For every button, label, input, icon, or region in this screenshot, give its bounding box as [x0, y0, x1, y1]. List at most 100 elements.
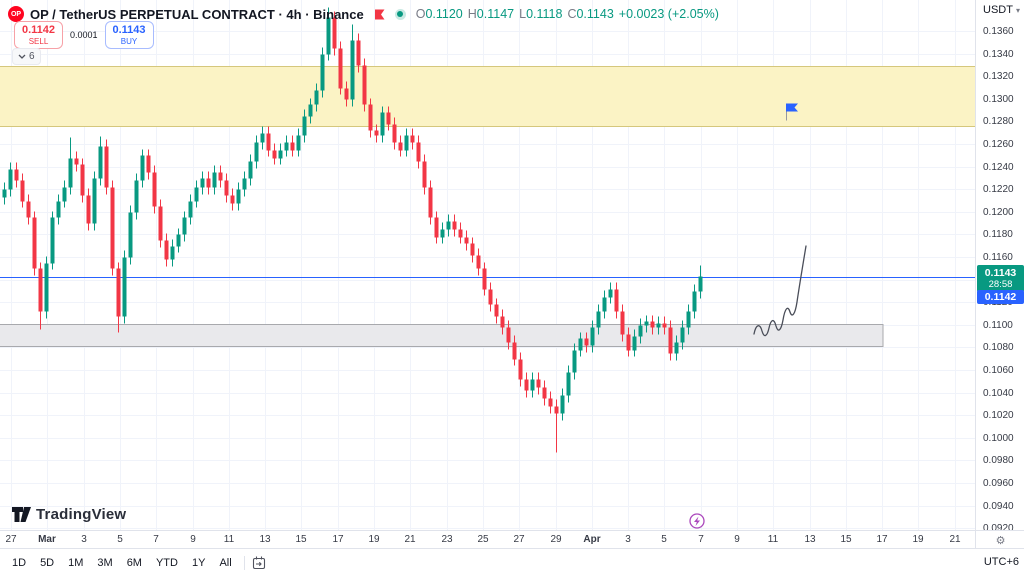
candle	[284, 142, 289, 151]
range-button-1m[interactable]: 1M	[68, 557, 84, 569]
candle	[362, 65, 367, 105]
candle	[404, 135, 409, 151]
data-connection-icon[interactable]	[394, 8, 406, 20]
candle	[302, 116, 307, 136]
object-tree-collapse-chip[interactable]: 6	[12, 48, 41, 65]
buy-button[interactable]: 0.1143 BUY	[104, 21, 154, 49]
candle	[68, 158, 73, 188]
candle	[260, 133, 265, 143]
candle	[164, 240, 169, 260]
price-axis[interactable]: 0.1360 0.1340 0.1320 0.1300 0.1280 0.1260 0.12…	[975, 0, 1024, 534]
candle	[356, 40, 361, 66]
candle	[110, 187, 115, 269]
candle	[2, 189, 7, 198]
range-button-3m[interactable]: 3M	[97, 557, 113, 569]
price-axis-currency[interactable]: USDT ▾	[983, 4, 1020, 16]
range-button-ytd[interactable]: YTD	[155, 557, 178, 569]
price-tick-label: 0.1300	[983, 93, 1014, 105]
time-tick-label: 17	[876, 534, 888, 545]
price-tick-label: 0.1360	[983, 25, 1014, 37]
flag-marker-icon[interactable]	[786, 103, 798, 112]
supply-zone[interactable]	[0, 66, 975, 127]
time-tick-label: 19	[912, 534, 924, 545]
candle	[326, 17, 331, 55]
candle	[218, 172, 223, 181]
axis-settings-corner[interactable]: ⚙	[975, 530, 1024, 549]
sell-label: SELL	[28, 36, 49, 46]
range-button-all[interactable]: All	[219, 557, 232, 569]
time-tick-label: 3	[625, 534, 631, 545]
price-tick-label: 0.1220	[983, 183, 1014, 195]
candle	[692, 291, 697, 312]
range-button-1y[interactable]: 1Y	[191, 557, 206, 569]
candle	[512, 342, 517, 360]
tradingview-watermark[interactable]: TradingView	[12, 506, 126, 523]
candle	[50, 217, 55, 264]
candle	[296, 135, 301, 151]
candle	[668, 327, 673, 354]
time-tick-label: 3	[81, 534, 87, 545]
candle	[212, 172, 217, 188]
candle	[230, 195, 235, 204]
candle	[332, 17, 337, 49]
toolbar-divider	[243, 556, 245, 570]
currency-label: USDT	[983, 4, 1013, 16]
candle	[416, 142, 421, 162]
sell-button[interactable]: 0.1142 SELL	[14, 21, 63, 49]
candle	[320, 54, 325, 91]
candle	[422, 161, 427, 188]
candle	[272, 150, 277, 159]
candle	[524, 379, 529, 391]
time-tick-label: 11	[767, 534, 779, 545]
candle	[386, 112, 391, 125]
candle	[26, 201, 31, 218]
candle	[290, 142, 295, 151]
candle	[650, 321, 655, 328]
lightning-icon[interactable]	[694, 516, 700, 527]
symbol-title[interactable]: OP / TetherUS PERPETUAL CONTRACT · 4h · …	[30, 6, 364, 22]
time-axis[interactable]: 27 Mar 3 5 7 9 11 13 15 17 19 21 23 25 27 29 Apr 3 5 7 9 11 13…	[0, 530, 975, 549]
tradingview-logo-icon	[12, 507, 31, 522]
candle	[662, 323, 667, 328]
candle	[644, 321, 649, 326]
chevron-down-icon: ▾	[1015, 5, 1020, 15]
candle	[548, 398, 553, 407]
candle	[170, 246, 175, 260]
watermark-text: TradingView	[36, 506, 127, 523]
candle	[476, 255, 481, 269]
timezone-button[interactable]: UTC+6	[983, 556, 1019, 568]
time-tick-label: Apr	[583, 534, 601, 545]
gear-icon[interactable]: ⚙	[995, 534, 1006, 547]
candle	[368, 104, 373, 131]
candle	[8, 169, 13, 190]
candle	[140, 155, 145, 181]
go-to-date-button[interactable]	[251, 555, 267, 571]
candle	[248, 161, 253, 179]
time-tick-label: 9	[190, 534, 196, 545]
candle	[374, 130, 379, 136]
candle	[44, 263, 49, 312]
time-tick-label: 17	[332, 534, 344, 545]
demand-zone[interactable]	[0, 324, 884, 347]
range-button-6m[interactable]: 6M	[126, 557, 142, 569]
range-button-1d[interactable]: 1D	[12, 557, 27, 569]
market-status-flag-icon[interactable]	[374, 9, 385, 20]
candle	[500, 316, 505, 328]
candle	[14, 169, 19, 181]
high-value: 0.1147	[476, 7, 515, 21]
price-tick-label: 0.1180	[983, 228, 1013, 240]
candle	[458, 229, 463, 238]
range-button-5d[interactable]: 5D	[40, 557, 55, 569]
candle	[56, 201, 61, 218]
candle	[674, 342, 679, 354]
close-label: C	[567, 7, 577, 21]
freehand-arrow-drawing[interactable]	[753, 245, 807, 337]
candle	[530, 379, 535, 391]
chart-canvas[interactable]	[0, 0, 975, 530]
candle	[62, 187, 67, 202]
candle	[560, 395, 565, 414]
time-tick-label: Mar	[38, 534, 56, 545]
object-tree-count: 6	[29, 51, 35, 62]
candle	[98, 146, 103, 179]
candle	[452, 221, 457, 230]
